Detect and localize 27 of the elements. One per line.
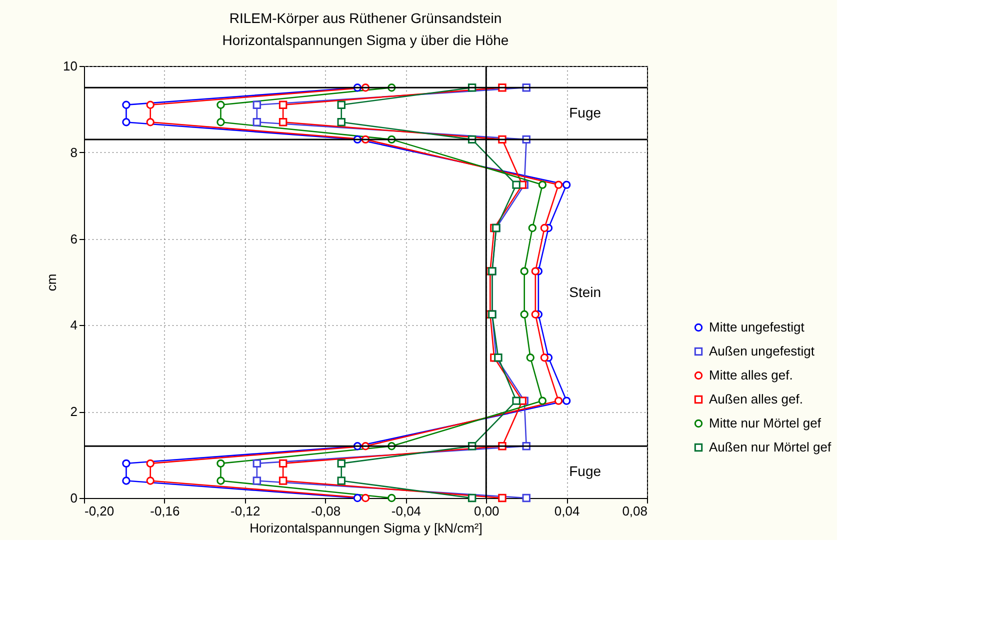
chart-title: RILEM-Körper aus Rüthener Grünsandstein [229, 10, 502, 26]
x-tick-label: 0,08 [622, 504, 648, 518]
x-tick-label: -0,16 [150, 504, 180, 518]
x-tick-label: -0,12 [230, 504, 260, 518]
y-tick-label: 10 [63, 58, 78, 74]
x-axis-title: Horizontalspannungen Sigma y [kN/cm²] [250, 520, 482, 536]
legend-label: Mitte ungefestigt [709, 320, 805, 334]
x-tick-label: 0,00 [474, 504, 500, 518]
y-axis-title: cm [44, 274, 60, 292]
y-tick-label: 4 [70, 318, 78, 333]
x-tick-label: -0,20 [84, 504, 114, 518]
annotation: Fuge [569, 463, 602, 480]
x-tick-label: -0,04 [391, 504, 422, 518]
chart-subtitle: Horizontalspannungen Sigma y über die Höhe [222, 32, 509, 48]
x-tick-label: 0,04 [554, 504, 580, 518]
y-tick-label: 6 [70, 231, 78, 246]
x-tick-label: -0,08 [310, 504, 341, 518]
legend-label: Mitte alles gef. [709, 368, 793, 382]
annotation: Stein [569, 284, 602, 300]
legend-label: Mitte nur Mörtel gef [709, 416, 822, 430]
y-tick-label: 2 [70, 404, 78, 420]
legend-label: Außen nur Mörtel gef [709, 440, 832, 454]
y-tick-label: 0 [70, 490, 78, 506]
annotation: Fuge [569, 104, 602, 121]
legend-label: Außen alles gef. [709, 392, 803, 406]
y-tick-label: 8 [70, 144, 78, 160]
legend-label: Außen ungefestigt [709, 344, 815, 358]
